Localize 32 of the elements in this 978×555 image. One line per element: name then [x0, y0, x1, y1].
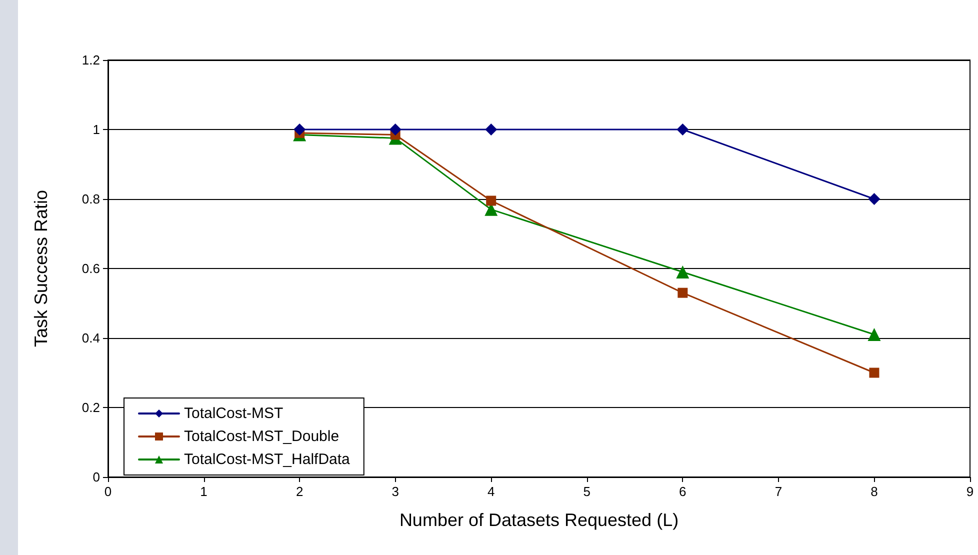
y-tick-label: 0.6 [82, 261, 100, 276]
point [294, 124, 306, 136]
x-tick-label: 0 [104, 484, 112, 499]
y-tick-label: 1.2 [82, 52, 100, 68]
point [869, 368, 880, 378]
x-tick-label: 5 [583, 484, 591, 499]
x-axis-title: Number of Datasets Requested (L) [399, 510, 679, 530]
x-tick-label: 8 [870, 484, 878, 499]
point [678, 288, 688, 298]
x-tick-label: 2 [296, 484, 304, 499]
point [485, 124, 498, 136]
point [389, 124, 402, 136]
y-axis-title: Task Success Ratio [31, 190, 51, 348]
point [676, 265, 690, 278]
legend-label: TotalCost-MST [184, 405, 284, 422]
point [868, 193, 880, 205]
legend-label: TotalCost-MST_HalfData [184, 451, 351, 468]
y-tick-label: 0.2 [82, 400, 100, 415]
x-tick-label: 6 [679, 484, 686, 499]
x-tick-label: 9 [966, 484, 974, 499]
y-tick-label: 0.8 [82, 192, 100, 206]
point [868, 328, 881, 342]
point [676, 124, 689, 136]
y-tick-label: 0.4 [82, 330, 100, 346]
x-tick-label: 1 [200, 484, 208, 499]
y-tick-label: 0 [92, 470, 100, 484]
legend-label: TotalCost-MST_Double [184, 428, 340, 445]
x-tick-label: 3 [392, 484, 399, 499]
x-tick-label: 4 [487, 484, 495, 499]
x-tick-label: 7 [774, 484, 782, 499]
y-tick-label: 1 [92, 122, 100, 137]
point [486, 196, 496, 206]
